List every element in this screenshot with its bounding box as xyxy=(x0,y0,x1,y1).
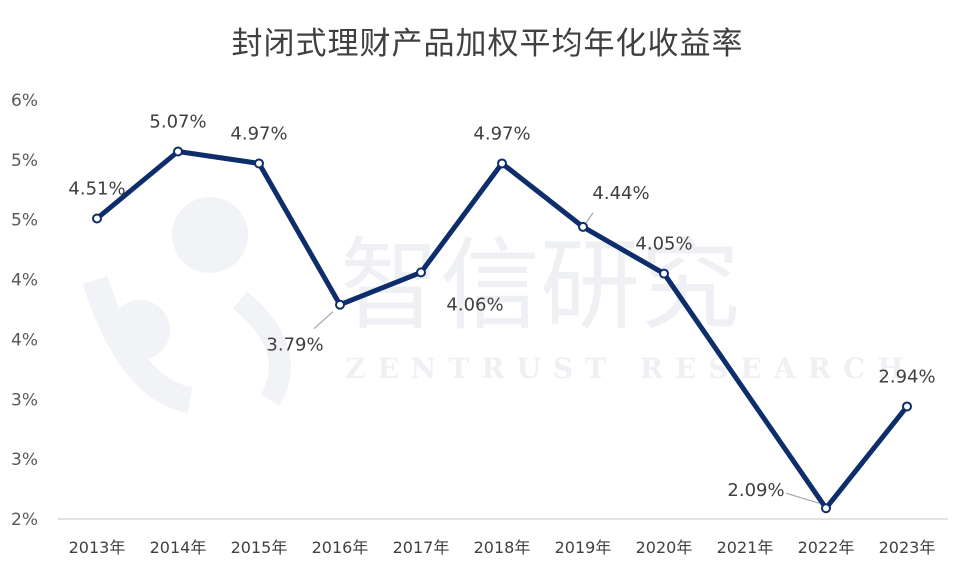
data-point xyxy=(173,146,183,157)
y-tick-label: 3% xyxy=(11,390,38,410)
x-tick-label: 2017年 xyxy=(393,538,450,557)
watermark-logo-dot xyxy=(172,197,248,273)
data-point xyxy=(335,299,345,310)
y-tick-label: 3% xyxy=(11,450,38,470)
data-label: 4.06% xyxy=(446,294,503,315)
y-tick-label: 4% xyxy=(11,271,38,291)
data-point xyxy=(821,503,831,514)
chart-title: 封闭式理财产品加权平均年化收益率 xyxy=(231,26,744,62)
data-point xyxy=(659,268,669,279)
data-label-layer: 4.51% 5.07% 4.97% 3.79% 4.06% 4.97% 4.44% 4.05%… xyxy=(68,111,936,504)
y-tick-label: 5% xyxy=(11,211,38,231)
data-label: 5.07% xyxy=(149,111,206,132)
data-point xyxy=(254,158,264,169)
data-label: 4.05% xyxy=(635,234,692,255)
data-point xyxy=(902,401,912,412)
data-label: 2.94% xyxy=(878,366,935,387)
watermark-logo-arc xyxy=(232,291,291,406)
data-point xyxy=(578,221,588,232)
watermark-english: ZENTRUST RESEARCH xyxy=(345,352,916,385)
x-tick-label: 2020年 xyxy=(636,538,693,557)
y-tick-label: 4% xyxy=(11,330,38,350)
data-label-leader-line xyxy=(585,212,594,224)
x-tick-label: 2013年 xyxy=(69,538,126,557)
y-axis: 2% 3% 3% 4% 4% 5% 5% 6% xyxy=(11,91,38,530)
data-label: 4.97% xyxy=(230,123,287,144)
data-label: 3.79% xyxy=(266,335,323,356)
x-tick-label: 2022年 xyxy=(798,538,855,557)
x-tick-label: 2021年 xyxy=(717,538,774,557)
series-line xyxy=(94,149,910,511)
x-tick-label: 2023年 xyxy=(879,538,936,557)
x-tick-label: 2015年 xyxy=(231,538,288,557)
x-axis: 2013年 2014年 2015年 2016年 2017年 2018年 2019年 2020年… xyxy=(69,538,936,557)
x-tick-label: 2018年 xyxy=(474,538,531,557)
data-point xyxy=(497,158,507,169)
data-label: 2.09% xyxy=(727,480,784,501)
series-layer xyxy=(92,146,912,514)
watermark-logo-arc xyxy=(82,276,193,413)
y-tick-label: 2% xyxy=(11,510,38,530)
data-point xyxy=(416,267,426,278)
x-tick-label: 2016年 xyxy=(312,538,369,557)
x-tick-label: 2019年 xyxy=(555,538,612,557)
data-label: 4.51% xyxy=(68,179,125,200)
data-label: 4.97% xyxy=(473,123,530,144)
data-label-leader-line xyxy=(313,311,334,330)
data-label: 4.44% xyxy=(592,183,649,204)
y-tick-label: 6% xyxy=(11,91,38,111)
data-label-leader-line xyxy=(785,492,820,504)
watermark: 智信研究 ZENTRUST RESEARCH xyxy=(82,197,916,413)
data-point xyxy=(92,213,102,224)
x-tick-label: 2014年 xyxy=(150,538,207,557)
y-tick-label: 5% xyxy=(11,151,38,171)
